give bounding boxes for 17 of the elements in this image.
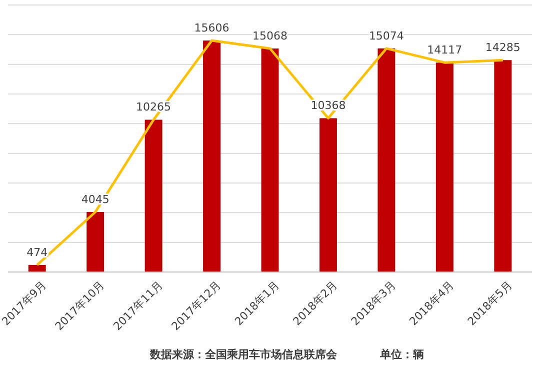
data-label: 474 bbox=[26, 246, 48, 259]
bar bbox=[436, 62, 454, 272]
bar bbox=[144, 120, 162, 272]
data-label: 14117 bbox=[427, 44, 462, 57]
bar bbox=[203, 40, 221, 272]
bar bbox=[28, 264, 46, 272]
bar bbox=[494, 60, 512, 272]
data-label: 14285 bbox=[485, 41, 520, 54]
text: 单位：辆 bbox=[379, 348, 424, 361]
bar bbox=[86, 212, 104, 272]
source-note: 数据来源：全国乘用车市场信息联席会 bbox=[149, 348, 338, 361]
bar bbox=[261, 48, 279, 272]
bar bbox=[319, 118, 337, 272]
data-label: 15606 bbox=[194, 22, 230, 35]
data-label: 15068 bbox=[252, 29, 288, 42]
data-label: 15074 bbox=[368, 29, 404, 42]
bar bbox=[378, 48, 396, 272]
